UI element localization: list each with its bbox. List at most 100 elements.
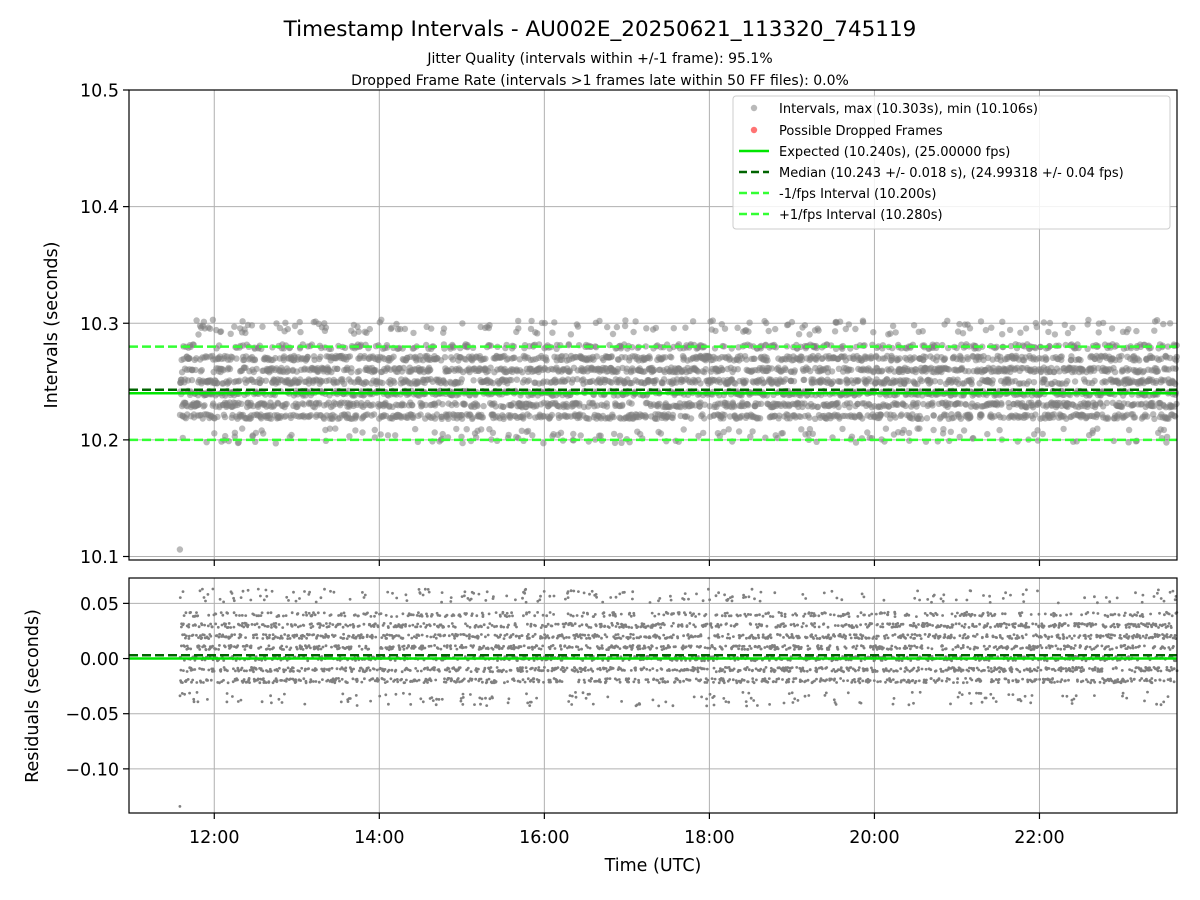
interval-point <box>525 377 533 384</box>
interval-point <box>474 402 481 410</box>
interval-point <box>613 323 621 331</box>
legend-label-plus-fps: +1/fps Interval (10.280s) <box>779 208 943 223</box>
interval-point <box>689 318 697 325</box>
residual-point <box>281 626 285 629</box>
interval-point <box>646 355 654 362</box>
residual-point <box>321 645 325 649</box>
interval-point <box>463 426 470 433</box>
residual-point <box>182 669 185 672</box>
residual-point <box>193 668 197 671</box>
interval-point <box>410 329 417 337</box>
interval-point <box>282 412 290 419</box>
residual-point <box>206 698 209 701</box>
interval-point <box>307 412 314 419</box>
residual-point <box>284 668 287 672</box>
interval-point <box>669 411 677 419</box>
residual-point <box>322 624 325 627</box>
interval-point <box>779 429 786 437</box>
interval-point <box>391 379 398 386</box>
residual-point <box>191 678 195 682</box>
residual-point <box>319 596 323 600</box>
residual-point <box>341 692 345 696</box>
interval-point <box>236 377 243 384</box>
interval-point <box>846 400 854 407</box>
residual-point <box>285 595 289 599</box>
residual-point <box>232 625 236 629</box>
legend-marker-intervals <box>750 104 758 112</box>
interval-point <box>519 369 526 376</box>
interval-point <box>427 366 434 374</box>
residual-point <box>346 681 349 684</box>
interval-point <box>458 376 465 383</box>
interval-point <box>680 426 687 433</box>
interval-point <box>998 400 1005 407</box>
residual-point <box>283 633 287 636</box>
interval-point <box>687 415 695 422</box>
interval-point <box>716 432 723 440</box>
interval-point <box>593 353 600 360</box>
residual-point <box>338 646 341 650</box>
residual-point <box>317 680 321 684</box>
residual-point <box>342 636 346 640</box>
residual-point <box>202 633 206 637</box>
residual-point <box>223 645 227 649</box>
residual-point <box>332 590 336 594</box>
legend-label-minus-fps: -1/fps Interval (10.200s) <box>779 187 936 202</box>
residual-point <box>219 668 223 671</box>
residual-point <box>301 613 305 617</box>
residual-point <box>225 700 229 704</box>
residual-point <box>333 681 337 685</box>
interval-point <box>470 377 477 384</box>
residual-point <box>308 590 311 594</box>
residual-point <box>214 647 218 651</box>
interval-point <box>596 317 603 325</box>
interval-point <box>492 403 499 410</box>
interval-point <box>1034 427 1041 434</box>
interval-point <box>288 431 295 439</box>
residual-point <box>233 633 237 636</box>
residual-point <box>341 625 345 629</box>
interval-point <box>619 401 626 408</box>
residual-point <box>195 681 199 684</box>
residual-point <box>270 589 274 593</box>
interval-point <box>701 415 708 422</box>
interval-point <box>898 411 905 418</box>
residual-point <box>333 634 337 637</box>
interval-point <box>214 413 221 421</box>
residual-point <box>274 625 278 629</box>
interval-point <box>355 328 362 335</box>
intervals-ytick-label-2: 10.3 <box>80 315 119 335</box>
residual-point <box>241 622 244 625</box>
interval-point <box>528 317 535 325</box>
interval-point <box>657 430 665 437</box>
interval-point <box>527 325 535 333</box>
interval-point <box>1091 377 1098 384</box>
residual-point <box>189 647 193 651</box>
residual-point <box>256 587 260 591</box>
interval-outlier-point <box>1166 320 1174 327</box>
interval-point <box>357 341 365 348</box>
residual-point <box>287 599 290 602</box>
residual-point <box>185 634 188 638</box>
interval-point <box>440 325 448 332</box>
residual-point <box>207 613 211 617</box>
interval-point <box>317 353 324 360</box>
interval-point <box>1151 415 1158 423</box>
residual-point <box>259 614 263 617</box>
interval-point <box>815 327 822 334</box>
interval-point <box>989 377 996 384</box>
residual-point <box>237 669 241 673</box>
residual-point <box>218 597 222 601</box>
interval-point <box>348 365 355 372</box>
residual-point <box>323 587 326 591</box>
residual-point <box>324 644 328 648</box>
interval-point <box>1046 319 1054 327</box>
interval-point <box>960 427 968 434</box>
interval-point <box>618 439 625 446</box>
interval-point <box>489 379 497 387</box>
residual-point <box>316 647 320 651</box>
interval-point <box>694 368 702 375</box>
residual-point <box>303 702 307 706</box>
residual-point <box>316 611 320 615</box>
interval-point <box>695 432 702 440</box>
